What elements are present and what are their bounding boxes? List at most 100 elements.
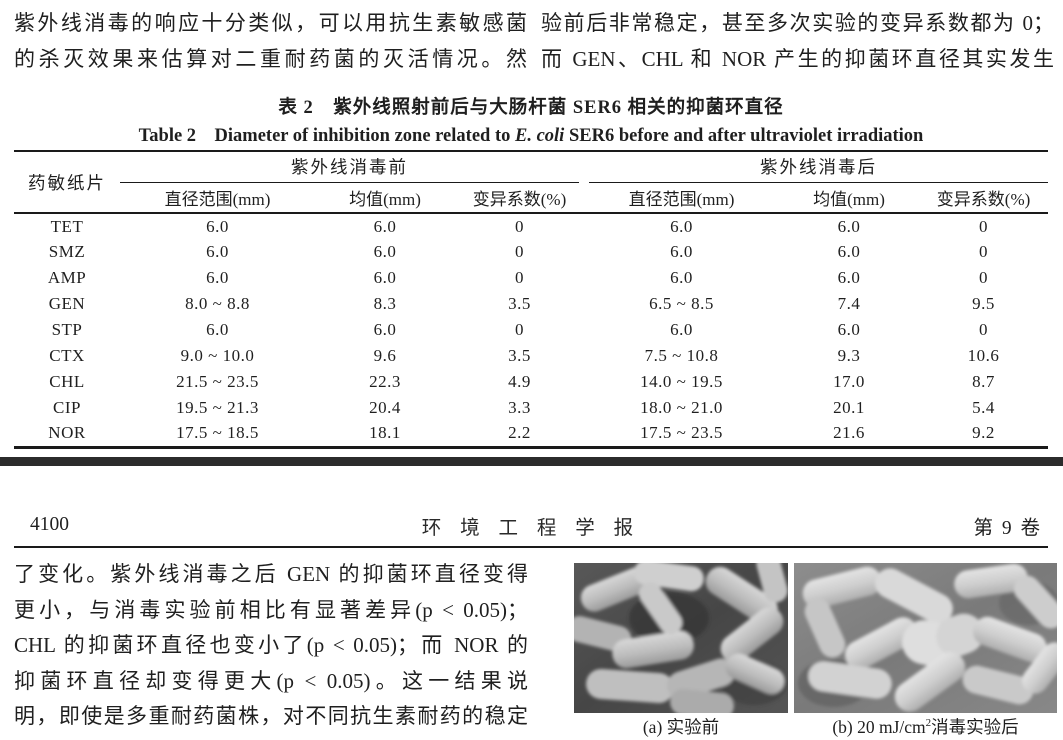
- value-cell: 14.0 ~ 19.5: [640, 372, 723, 391]
- table-caption-zh: 表 2 紫外线照射前后与大肠杆菌 SER6 相关的抑菌环直径: [278, 98, 784, 118]
- value-cell: 0: [979, 320, 989, 339]
- value-cell: 6.0: [206, 242, 229, 261]
- disc-name-cell: CIP: [53, 398, 81, 417]
- table-row: GEN 8.0 ~ 8.8 8.3 3.5 6.5 ~ 8.5 7.4 9.5: [14, 291, 1048, 317]
- value-cell: 6.0: [670, 242, 693, 261]
- page-number: 4100: [30, 514, 69, 535]
- subheader-range-before: 直径范围(mm): [120, 183, 315, 214]
- value-cell: 17.5 ~ 18.5: [176, 423, 259, 443]
- running-head: 4100 环 境 工 程 学 报 第 9 卷: [14, 508, 1048, 542]
- inhibition-table-body: TET 6.0 6.0 0 6.0 6.0 0 SMZ 6.0 6.0 0 6.0 6.0 0 AMP 6.0…: [14, 213, 1048, 447]
- figure-caption-a: (a) 实验前: [642, 717, 720, 737]
- value-cell: 9.5: [972, 294, 995, 313]
- text-line: 抑菌环直径却变得更大(p < 0.05)。这一结果说: [14, 668, 528, 693]
- value-cell: 4.9: [508, 372, 531, 391]
- paragraph-top-left: 紫外线消毒的响应十分类似，可以用抗生素敏感菌 的杀灭效果来估算对二重耐药菌的灭活…: [14, 5, 527, 77]
- subheader-cv-before: 变异系数(%): [455, 183, 585, 214]
- value-cell: 6.0: [837, 216, 861, 236]
- value-cell: 6.0: [670, 268, 693, 287]
- disc-name-cell: CHL: [49, 372, 85, 391]
- paragraph-bottom-left: 了变化。紫外线消毒之后 GEN 的抑菌环直径变得 更小，与消毒实验前相比有显著差…: [14, 557, 528, 735]
- value-cell: 5.4: [972, 398, 995, 417]
- value-cell: 6.5 ~ 8.5: [649, 294, 714, 313]
- value-cell: 0: [979, 216, 989, 236]
- value-cell: 3.5: [508, 294, 531, 313]
- text-line: 验前后非常稳定，甚至多次实验的变异系数都为 0；: [541, 11, 1054, 35]
- value-cell: 17.0: [833, 372, 865, 391]
- inhibition-zone-table: 药敏纸片 紫外线消毒前 紫外线消毒后 直径范围(mm) 均值(mm) 变异系数(…: [14, 150, 1049, 449]
- disc-name-cell: AMP: [47, 268, 87, 287]
- table-row: TET 6.0 6.0 0 6.0 6.0 0: [14, 213, 1048, 239]
- page-divider-bar: [0, 457, 1063, 466]
- value-cell: 0: [515, 268, 525, 287]
- disc-name-cell: CTX: [49, 346, 85, 365]
- value-cell: 6.0: [837, 242, 861, 261]
- top-paragraphs: 紫外线消毒的响应十分类似，可以用抗生素敏感菌 的杀灭效果来估算对二重耐药菌的灭活…: [14, 5, 1054, 77]
- subheader-mean-before: 均值(mm): [315, 183, 455, 214]
- value-cell: 9.0 ~ 10.0: [180, 346, 255, 365]
- table-row: NOR 17.5 ~ 18.5 18.1 2.2 17.5 ~ 23.5 21.6 9.2: [14, 421, 1048, 447]
- value-cell: 6.0: [206, 320, 229, 339]
- value-cell: 6.0: [670, 320, 693, 339]
- value-cell: 6.0: [373, 320, 397, 339]
- text-line: 紫外线消毒的响应十分类似，可以用抗生素敏感菌: [14, 11, 527, 35]
- figure-caption-b: (b) 20 mJ/cm2消毒实验后: [832, 717, 1019, 737]
- paragraph-top-right: 验前后非常稳定，甚至多次实验的变异系数都为 0； 而 GEN、CHL 和 NOR…: [541, 5, 1054, 77]
- subheader-range-after: 直径范围(mm): [584, 183, 780, 214]
- table-caption-en: Table 2 Diameter of inhibition zone rela…: [14, 121, 1048, 147]
- value-cell: 3.3: [508, 398, 531, 417]
- table-row: CHL 21.5 ~ 23.5 22.3 4.9 14.0 ~ 19.5 17.0 8.7: [14, 369, 1048, 395]
- value-cell: 8.3: [373, 294, 397, 313]
- caption-en-suffix: SER6 before and after ultraviolet irradi…: [564, 126, 924, 146]
- disc-name-cell: SMZ: [48, 242, 86, 261]
- value-cell: 6.0: [206, 216, 229, 236]
- disc-name-cell: NOR: [48, 423, 86, 443]
- value-cell: 9.6: [373, 346, 397, 365]
- table-row: STP 6.0 6.0 0 6.0 6.0 0: [14, 317, 1048, 343]
- caption-en-prefix: Table 2 Diameter of inhibition zone rela…: [138, 126, 515, 146]
- value-cell: 9.2: [972, 423, 995, 443]
- text-line: 而 GEN、CHL 和 NOR 产生的抑菌环直径其实发生: [541, 47, 1054, 71]
- value-cell: 18.1: [369, 423, 401, 443]
- value-cell: 7.5 ~ 10.8: [644, 346, 719, 365]
- text-line: 的杀灭效果来估算对二重耐药菌的灭活情况。然: [14, 47, 527, 71]
- value-cell: 22.3: [369, 372, 401, 391]
- value-cell: 19.5 ~ 21.3: [176, 398, 259, 417]
- table-row: AMP 6.0 6.0 0 6.0 6.0 0: [14, 265, 1048, 291]
- value-cell: 0: [515, 242, 525, 261]
- volume-label: 第 9 卷: [973, 517, 1042, 539]
- value-cell: 7.4: [837, 294, 861, 313]
- value-cell: 6.0: [373, 268, 397, 287]
- value-cell: 0: [979, 268, 989, 287]
- value-cell: 20.4: [369, 398, 401, 417]
- text-line: CHL 的抑菌环直径也变小了(p < 0.05)；而 NOR 的: [14, 633, 528, 658]
- column-header-disc: 药敏纸片: [14, 151, 120, 214]
- value-cell: 17.5 ~ 23.5: [640, 423, 723, 443]
- caption-en-species: E. coli: [514, 126, 565, 146]
- subheader-mean-after: 均值(mm): [779, 183, 920, 214]
- value-cell: 21.6: [833, 423, 865, 443]
- sem-image-after: [794, 563, 1057, 713]
- value-cell: 20.1: [833, 398, 865, 417]
- text-line: 更小，与消毒实验前相比有显著差异(p < 0.05)；: [14, 597, 528, 622]
- group-header-before: 紫外线消毒前: [120, 151, 584, 183]
- sem-image-before: [574, 563, 788, 713]
- journal-title: 环 境 工 程 学 报: [421, 517, 641, 539]
- value-cell: 8.7: [972, 372, 995, 391]
- table-row: CIP 19.5 ~ 21.3 20.4 3.3 18.0 ~ 21.0 20.1 5.4: [14, 395, 1048, 421]
- value-cell: 0: [979, 242, 989, 261]
- value-cell: 21.5 ~ 23.5: [176, 372, 259, 391]
- value-cell: 8.0 ~ 8.8: [185, 294, 250, 313]
- subheader-cv-after: 变异系数(%): [919, 183, 1049, 214]
- value-cell: 0: [515, 320, 525, 339]
- text-line: 了变化。紫外线消毒之后 GEN 的抑菌环直径变得: [14, 562, 528, 586]
- disc-name-cell: GEN: [48, 294, 86, 313]
- value-cell: 6.0: [206, 268, 229, 287]
- value-cell: 6.0: [670, 216, 693, 236]
- text-line: 明，即使是多重耐药菌株，对不同抗生素耐药的稳定: [14, 704, 528, 729]
- value-cell: 18.0 ~ 21.0: [640, 398, 723, 417]
- superscript-2: 2: [925, 717, 932, 730]
- table-row: CTX 9.0 ~ 10.0 9.6 3.5 7.5 ~ 10.8 9.3 10.6: [14, 343, 1048, 369]
- value-cell: 6.0: [373, 216, 397, 236]
